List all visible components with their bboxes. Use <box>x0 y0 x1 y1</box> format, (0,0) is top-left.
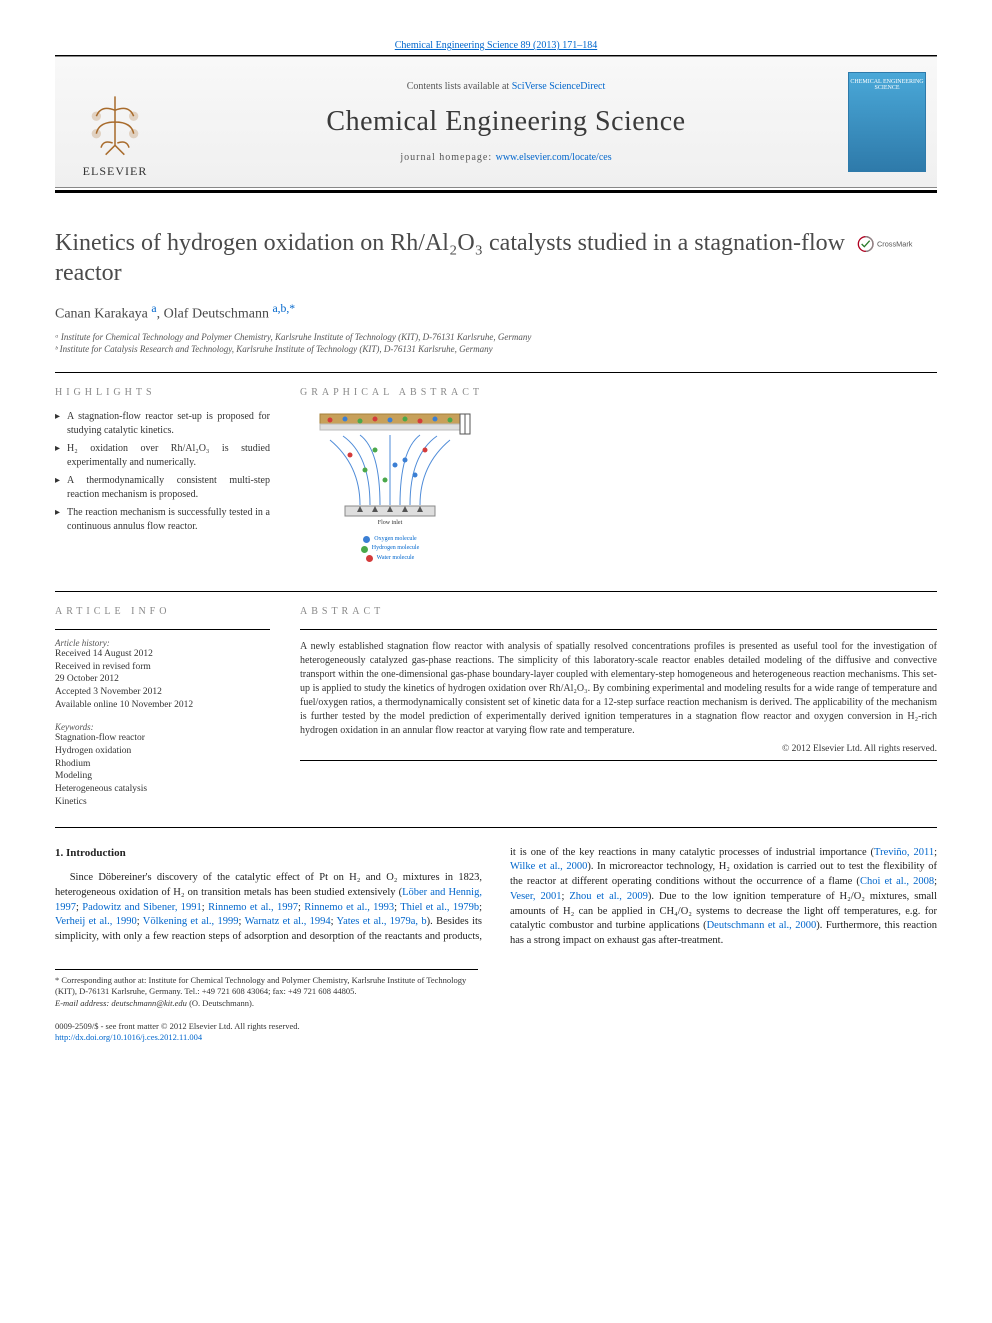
article-info-label: ARTICLE INFO <box>55 606 270 617</box>
highlights-label: HIGHLIGHTS <box>55 387 270 398</box>
citation-link[interactable]: Veser, 2001 <box>510 891 562 902</box>
rule <box>55 190 937 193</box>
keyword: Modeling <box>55 770 270 783</box>
rule <box>55 827 937 828</box>
affiliation: ᵃ Institute for Chemical Technology and … <box>55 331 937 344</box>
citation-link[interactable]: Völkening et al., 1999 <box>143 916 239 927</box>
homepage-link[interactable]: www.elsevier.com/locate/ces <box>496 152 612 163</box>
flow-inlet-label: Flow inlet <box>378 520 403 525</box>
body-paragraph: Since Döbereiner's discovery of the cata… <box>55 846 937 949</box>
graphical-abstract-legend: Oxygen molecule Hydrogen molecule Water … <box>361 535 419 564</box>
section-heading: 1. Introduction <box>55 846 482 861</box>
front-matter: 0009-2509/$ - see front matter © 2012 El… <box>55 1021 478 1044</box>
article-title: Kinetics of hydrogen oxidation on Rh/Al₂… <box>55 228 847 288</box>
graphical-abstract-figure: Flow inlet Oxygen molecule Hydrogen mole… <box>300 410 480 575</box>
highlights-list: A stagnation-flow reactor set-up is prop… <box>55 410 270 535</box>
citation-link[interactable]: Padowitz and Sibener, 1991 <box>82 902 202 913</box>
citation-link[interactable]: Treviño, 2011 <box>874 847 934 858</box>
abstract-text: A newly established stagnation flow reac… <box>300 640 937 738</box>
graphical-abstract-label: GRAPHICAL ABSTRACT <box>300 387 937 398</box>
citation-link[interactable]: Warnatz et al., 1994 <box>245 916 331 927</box>
affiliations: ᵃ Institute for Chemical Technology and … <box>55 331 937 356</box>
journal-homepage: journal homepage: www.elsevier.com/locat… <box>175 152 837 163</box>
highlight-item: H₂ oxidation over Rh/Al₂O₃ is studied ex… <box>55 442 270 471</box>
keyword: Heterogeneous catalysis <box>55 783 270 796</box>
authors: Canan Karakaya a, Olaf Deutschmann a,b,* <box>55 302 937 323</box>
corresponding-ref[interactable]: * <box>289 302 295 315</box>
article-history: Article history: Received 14 August 2012… <box>55 638 270 712</box>
article-body: 1. Introduction Since Döbereiner's disco… <box>55 846 937 949</box>
abstract-copyright: © 2012 Elsevier Ltd. All rights reserved… <box>300 744 937 754</box>
keyword: Hydrogen oxidation <box>55 745 270 758</box>
rule <box>55 591 937 592</box>
elsevier-tree-icon <box>80 87 150 157</box>
citation-link[interactable]: Wilke et al., 2000 <box>510 861 587 872</box>
affiliation: ᵇ Institute for Catalysis Research and T… <box>55 343 937 356</box>
publisher-logo: ELSEVIER <box>55 57 175 187</box>
sciencedirect-link[interactable]: SciVerse ScienceDirect <box>512 81 606 92</box>
keywords-label: Keywords: <box>55 722 270 732</box>
keyword: Kinetics <box>55 796 270 809</box>
citation-link[interactable]: Rinnemo et al., 1997 <box>208 902 298 913</box>
crossmark-badge[interactable]: CrossMark <box>847 228 937 261</box>
contents-available: Contents lists available at SciVerse Sci… <box>175 81 837 92</box>
svg-text:CrossMark: CrossMark <box>877 240 913 249</box>
journal-header: ELSEVIER Contents lists available at Sci… <box>55 56 937 188</box>
author: Canan Karakaya <box>55 307 148 322</box>
rule <box>55 372 937 373</box>
citation-link[interactable]: Yates et al., 1979a, b <box>337 916 427 927</box>
abstract-label: ABSTRACT <box>300 606 937 617</box>
publisher-name: ELSEVIER <box>80 164 150 179</box>
citation-link[interactable]: Rinnemo et al., 1993 <box>304 902 394 913</box>
journal-title: Chemical Engineering Science <box>175 106 837 138</box>
keyword: Stagnation-flow reactor <box>55 732 270 745</box>
journal-citation: Chemical Engineering Science 89 (2013) 1… <box>55 40 937 51</box>
journal-cover-image: CHEMICAL ENGINEERING SCIENCE <box>848 72 926 172</box>
highlight-item: A stagnation-flow reactor set-up is prop… <box>55 410 270 439</box>
journal-cover: CHEMICAL ENGINEERING SCIENCE <box>837 57 937 187</box>
citation-link[interactable]: Deutschmann et al., 2000 <box>707 920 817 931</box>
highlight-item: The reaction mechanism is successfully t… <box>55 506 270 535</box>
citation-link[interactable]: Choi et al., 2008 <box>860 876 934 887</box>
affiliation-ref[interactable]: a,b, <box>272 302 289 315</box>
history-label: Article history: <box>55 638 270 648</box>
citation-link[interactable]: Zhou et al., 2009 <box>569 891 647 902</box>
journal-citation-link[interactable]: Chemical Engineering Science 89 (2013) 1… <box>395 40 597 51</box>
citation-link[interactable]: Thiel et al., 1979b <box>400 902 479 913</box>
citation-link[interactable]: Verheij et al., 1990 <box>55 916 137 927</box>
email-link[interactable]: deutschmann@kit.edu <box>111 998 187 1008</box>
email-label: E-mail address: <box>55 998 109 1008</box>
doi-link[interactable]: http://dx.doi.org/10.1016/j.ces.2012.11.… <box>55 1032 202 1042</box>
keywords-list: Stagnation-flow reactor Hydrogen oxidati… <box>55 732 270 809</box>
author: Olaf Deutschmann <box>164 307 269 322</box>
keyword: Rhodium <box>55 758 270 771</box>
highlight-item: A thermodynamically consistent multi-ste… <box>55 474 270 503</box>
corresponding-author-note: * Corresponding author at: Institute for… <box>55 969 478 1009</box>
